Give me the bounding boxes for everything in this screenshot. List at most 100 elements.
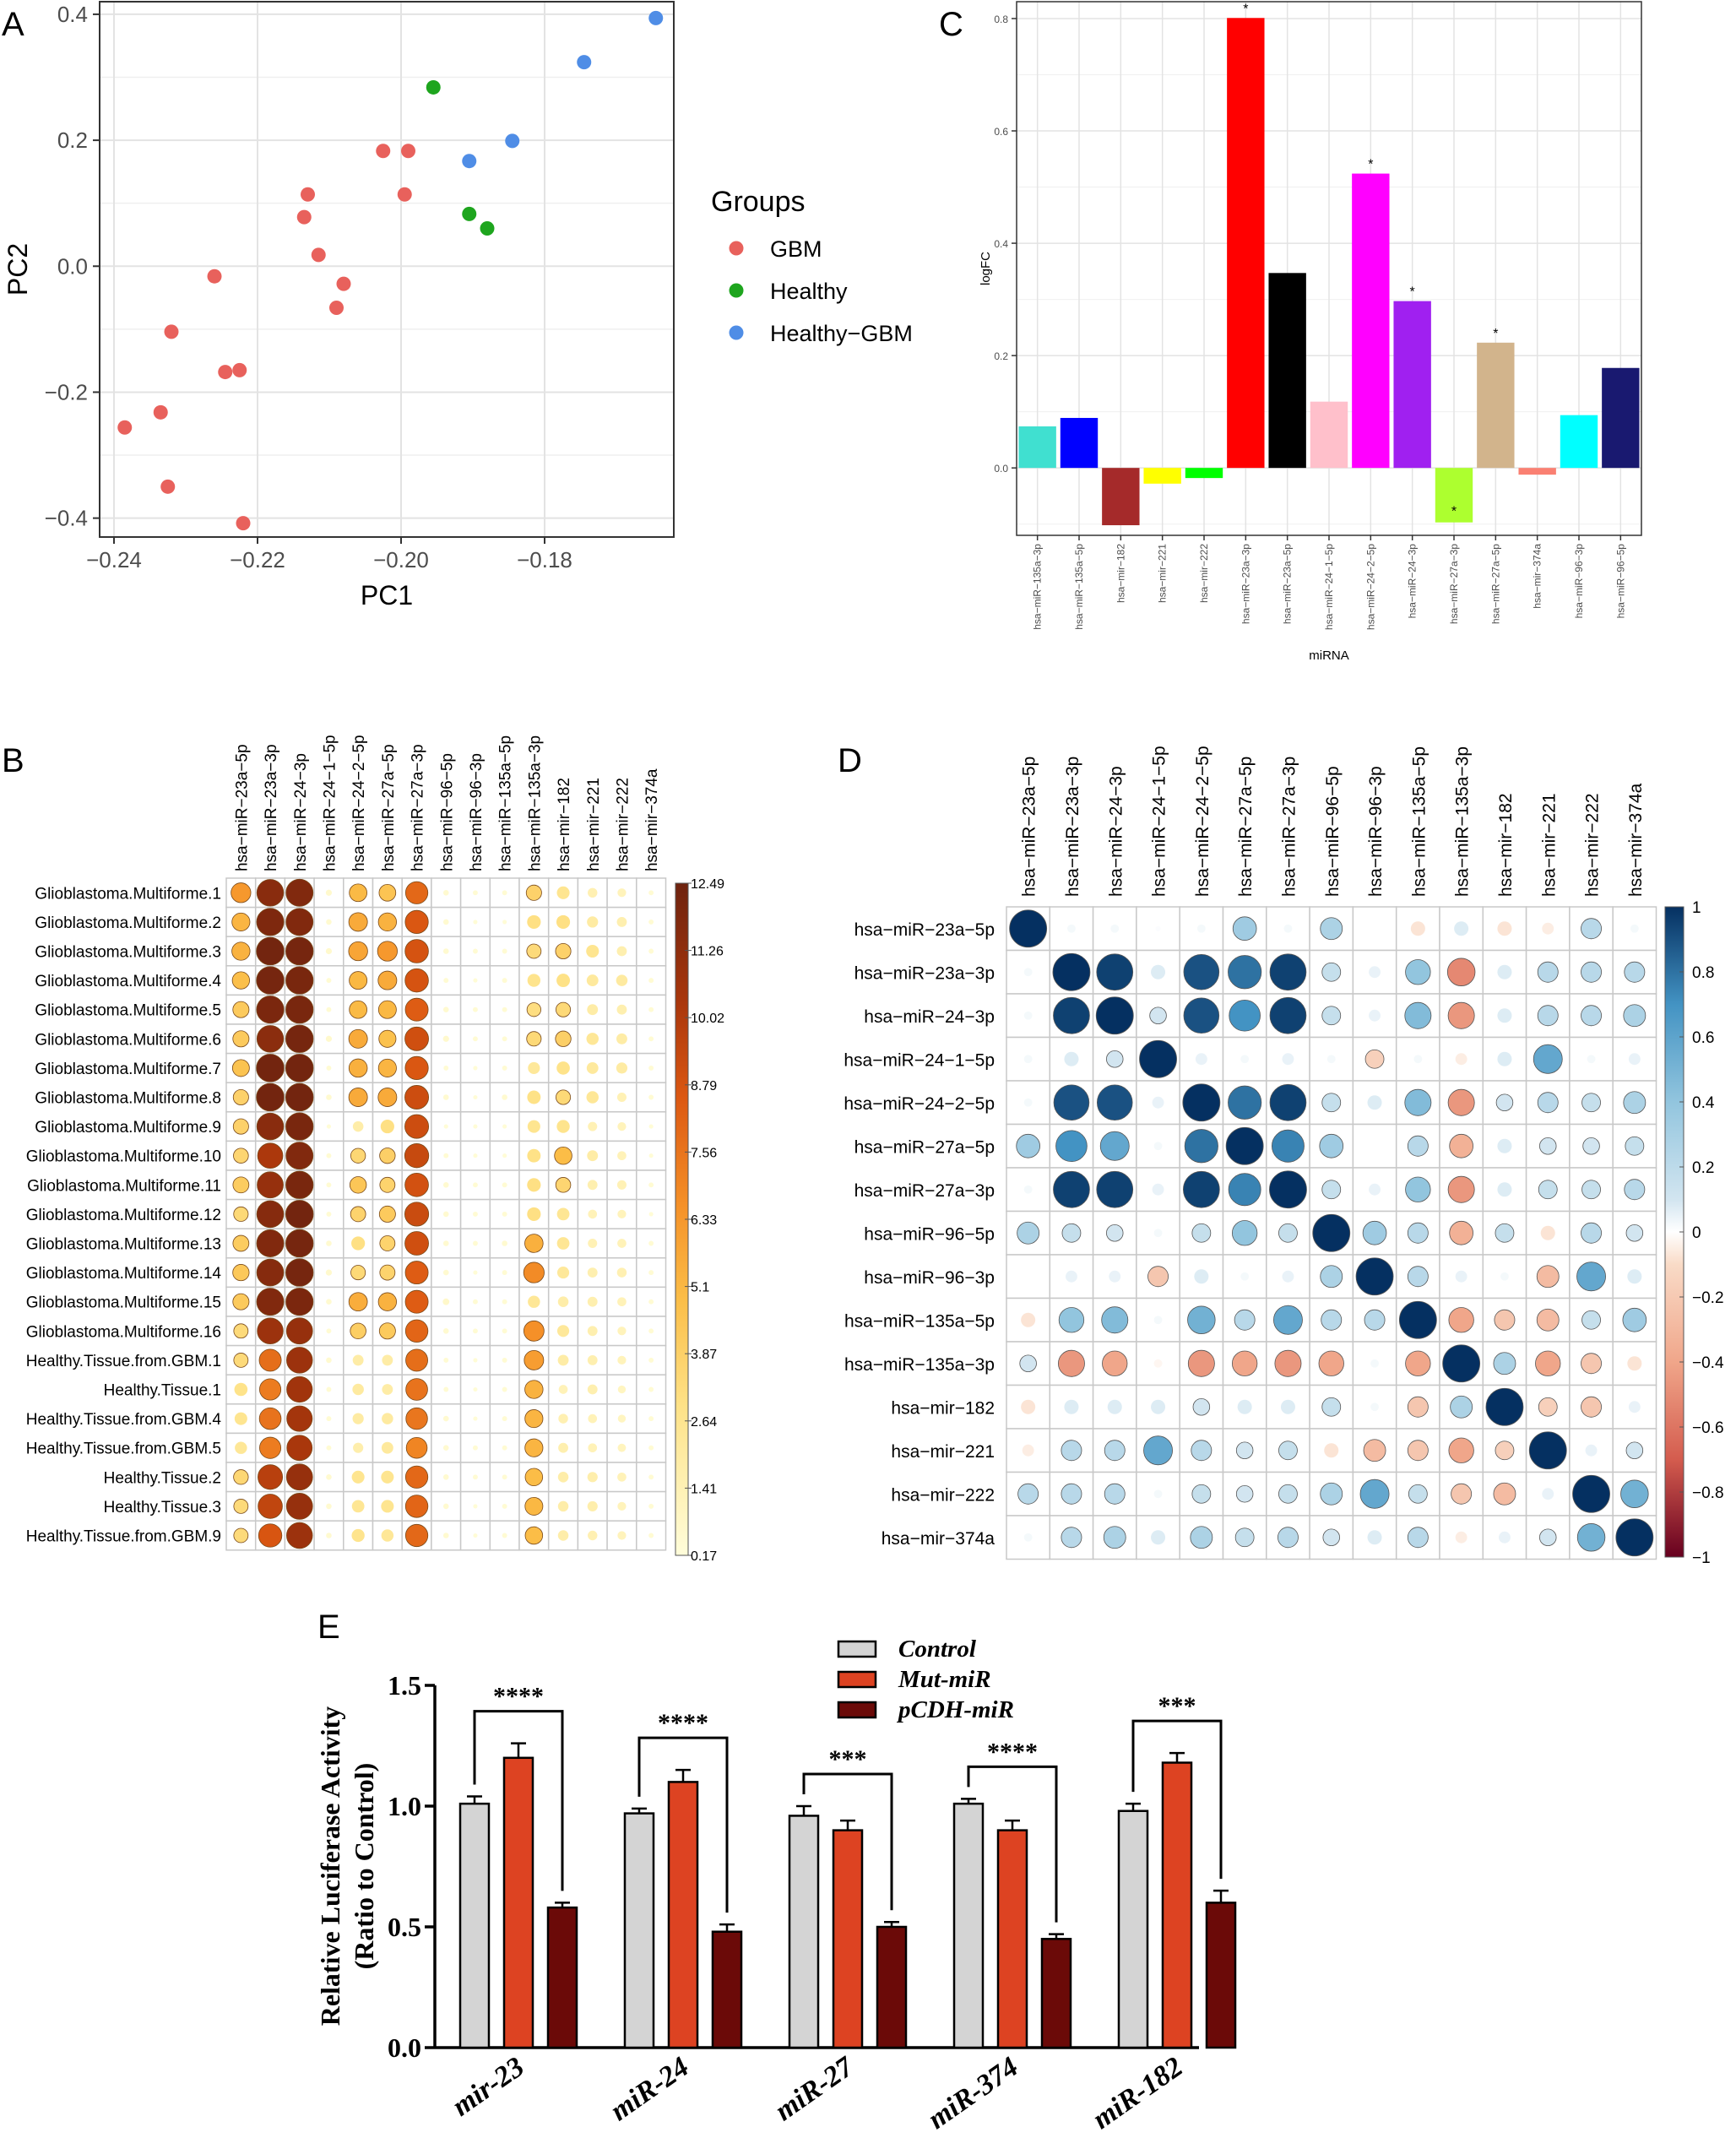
row-label: Healthy.Tissue.3: [104, 1499, 221, 1516]
expression-dot: [442, 919, 449, 925]
expression-dot: [233, 1148, 249, 1164]
expression-dot: [473, 1270, 478, 1275]
expression-dot: [524, 1234, 544, 1253]
row-label: Glioblastoma.Multiforme.10: [26, 1148, 221, 1166]
expression-dot: [232, 1030, 250, 1048]
expression-dot: [648, 1474, 654, 1480]
column-label: hsa−miR−24−3p: [1106, 766, 1126, 897]
row-label: Glioblastoma.Multiforme.13: [26, 1236, 221, 1254]
significance-label: ****: [658, 1709, 708, 1737]
correlation-cell: [1569, 1080, 1614, 1126]
correlation-circle: [1627, 1269, 1642, 1284]
expression-dot: [285, 878, 314, 907]
correlation-circle: [1106, 1050, 1124, 1068]
colorbar-label: 8.79: [691, 1079, 717, 1093]
bar-pcdh-mir: [876, 1925, 908, 2049]
colorbar-label: 1.41: [691, 1482, 717, 1496]
correlation-circle: [1539, 1528, 1557, 1546]
expression-dot: [233, 1469, 249, 1485]
correlation-circle: [1362, 1220, 1387, 1245]
expression-dot: [404, 1465, 429, 1489]
expression-dot: [326, 1473, 332, 1480]
expression-dot: [502, 1503, 507, 1509]
expression-dot: [556, 974, 571, 988]
data-point-gbm: [301, 187, 315, 202]
colorbar-label: 2.64: [691, 1415, 717, 1430]
correlation-circle: [1104, 1483, 1126, 1505]
expression-dot: [555, 1177, 572, 1193]
legend-label: Healthy: [770, 279, 848, 304]
correlation-circle: [1237, 1399, 1252, 1414]
panel-a-pca-scatter: −0.24 −0.22 −0.20 −0.18 −0.4 −0.2 0.0 0.2 0.4 PC1…: [3, 1, 913, 610]
expression-dot: [616, 946, 627, 957]
column-label: hsa−miR−24−1−5p: [321, 735, 339, 871]
expression-dot: [285, 1024, 314, 1054]
row-label: Glioblastoma.Multiforme.2: [35, 914, 221, 932]
category-label: miR-27: [769, 2050, 860, 2127]
y-tick-label: 0.0: [994, 463, 1008, 475]
expression-dot: [231, 912, 251, 931]
expression-dot: [617, 1472, 627, 1482]
x-tick-label: hsa−miR−23a−3p: [1240, 544, 1251, 624]
y-tick-label: −0.4: [45, 506, 88, 531]
data-point-healthy-gbm: [648, 10, 664, 25]
expression-dot: [648, 1503, 654, 1509]
correlation-circle: [1058, 1307, 1085, 1333]
correlation-circle: [1225, 1126, 1264, 1165]
expression-dot: [502, 1065, 507, 1071]
expression-dot: [285, 1317, 313, 1345]
expression-dot: [587, 1384, 598, 1395]
expression-dot: [587, 1296, 598, 1307]
expression-dot: [524, 1380, 544, 1399]
expression-dot: [473, 920, 478, 925]
y-tick-label: 1.5: [388, 1670, 421, 1701]
column-label: hsa−miR−23a−5p: [1020, 757, 1039, 897]
expression-dot: [256, 1200, 285, 1229]
correlation-circle: [1581, 1353, 1602, 1375]
y-tick-label: 0.2: [994, 350, 1008, 362]
expression-dot: [442, 1094, 449, 1100]
correlation-circle: [1153, 1142, 1163, 1151]
expression-dot: [349, 1176, 367, 1194]
expression-dot: [617, 1297, 627, 1307]
x-tick-label: hsa−mir−182: [1115, 544, 1126, 603]
category-label: miR-24: [605, 2051, 694, 2127]
expression-dot: [233, 1353, 249, 1368]
column-label: hsa−miR−96−5p: [1323, 766, 1343, 897]
expression-dot: [502, 1445, 507, 1451]
correlation-circle: [1151, 1399, 1166, 1414]
correlation-circle: [1495, 1441, 1515, 1461]
expression-dot: [232, 1264, 250, 1282]
expression-dot: [232, 1088, 249, 1106]
bar-control: [458, 1802, 491, 2049]
significance-marker: *: [1451, 505, 1457, 519]
expression-dot: [473, 1416, 478, 1421]
y-tick-label: 1.0: [388, 1791, 421, 1821]
correlation-circle: [1485, 1387, 1524, 1426]
expression-dot: [648, 1065, 654, 1071]
correlation-circle: [1235, 1485, 1254, 1503]
correlation-circle: [1542, 922, 1554, 935]
expression-dot: [442, 1240, 449, 1246]
expression-dot: [349, 1000, 367, 1019]
correlation-circle: [1191, 1223, 1212, 1243]
correlation-circle: [1096, 953, 1134, 991]
correlation-circle: [1369, 1009, 1381, 1022]
correlation-circle: [1231, 1220, 1258, 1246]
correlation-circle: [1404, 1088, 1432, 1116]
correlation-circle: [1194, 1269, 1209, 1284]
bar-control: [623, 1812, 655, 2049]
column-label: hsa−miR−27a−5p: [1236, 757, 1256, 897]
correlation-circle: [1447, 1001, 1475, 1029]
heatmap-cell: [547, 1169, 579, 1201]
expression-dot: [285, 1200, 314, 1229]
expression-dot: [348, 1292, 368, 1312]
correlation-circle: [1497, 1008, 1512, 1023]
expression-dot: [256, 1258, 285, 1287]
expression-dot: [648, 890, 654, 896]
correlation-circle: [1410, 921, 1425, 936]
correlation-circle: [1282, 1270, 1294, 1283]
correlation-circle: [1269, 1083, 1307, 1121]
data-point-gbm: [160, 479, 176, 494]
column-label: hsa−miR−27a−5p: [380, 744, 398, 871]
